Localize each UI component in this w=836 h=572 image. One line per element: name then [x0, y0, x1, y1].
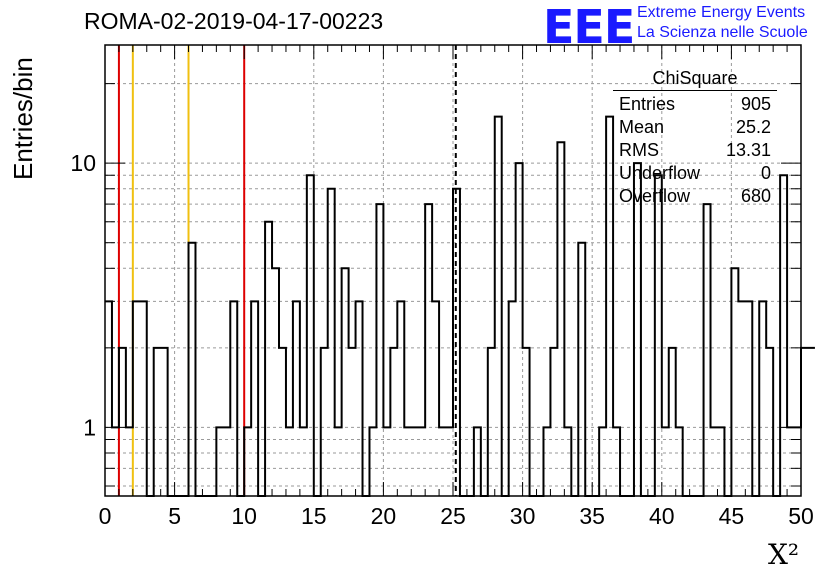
y-tick-label: 1: [83, 414, 96, 440]
logo-line2: La Scienza nelle Scuole: [637, 24, 808, 41]
stats-name: ChiSquare: [613, 66, 777, 91]
x-tick-label: 30: [510, 503, 536, 529]
y-axis-label: Entries/bin: [8, 57, 38, 180]
stats-box: ChiSquare Entries 905 Mean 25.2 RMS 13.31 U…: [613, 66, 777, 206]
stats-row-rms: RMS 13.31: [613, 139, 777, 162]
x-tick-label: 40: [649, 503, 675, 529]
stats-label: RMS: [619, 140, 659, 160]
stats-label: Mean: [619, 117, 665, 137]
stats-row-overflow: Overflow 680: [613, 185, 777, 208]
stats-label: Entries: [619, 94, 676, 114]
x-tick-label: 0: [99, 503, 112, 529]
stats-value: 0: [760, 163, 771, 183]
axis-tick-labels: 0 5 10 15 20 25 30 35 40 45 50 1 10: [70, 150, 813, 529]
stats-label: Overflow: [619, 186, 691, 206]
stats-value: 25.2: [735, 117, 771, 137]
x-tick-label: 35: [579, 503, 605, 529]
stats-label: Underflow: [619, 163, 701, 183]
y-tick-label: 10: [70, 150, 96, 176]
stats-row-mean: Mean 25.2: [613, 116, 777, 139]
stats-row-entries: Entries 905: [613, 93, 777, 116]
plot-title: ROMA-02-2019-04-17-00223: [84, 8, 384, 34]
x-axis-label: X²: [768, 538, 800, 571]
x-tick-label: 45: [719, 503, 745, 529]
stats-value: 905: [740, 94, 771, 114]
x-tick-label: 10: [231, 503, 257, 529]
x-tick-label: 20: [371, 503, 397, 529]
stats-value: 680: [740, 186, 771, 206]
x-tick-label: 5: [168, 503, 181, 529]
x-tick-label: 25: [440, 503, 466, 529]
x-tick-label: 50: [788, 503, 814, 529]
stats-value: 13.31: [725, 140, 771, 160]
axis-ticks: [104, 45, 802, 496]
eee-logo: EEE: [543, 0, 635, 54]
stats-row-underflow: Underflow 0: [613, 162, 777, 185]
x-tick-label: 15: [301, 503, 327, 529]
logo-line1: Extreme Energy Events: [637, 4, 806, 21]
